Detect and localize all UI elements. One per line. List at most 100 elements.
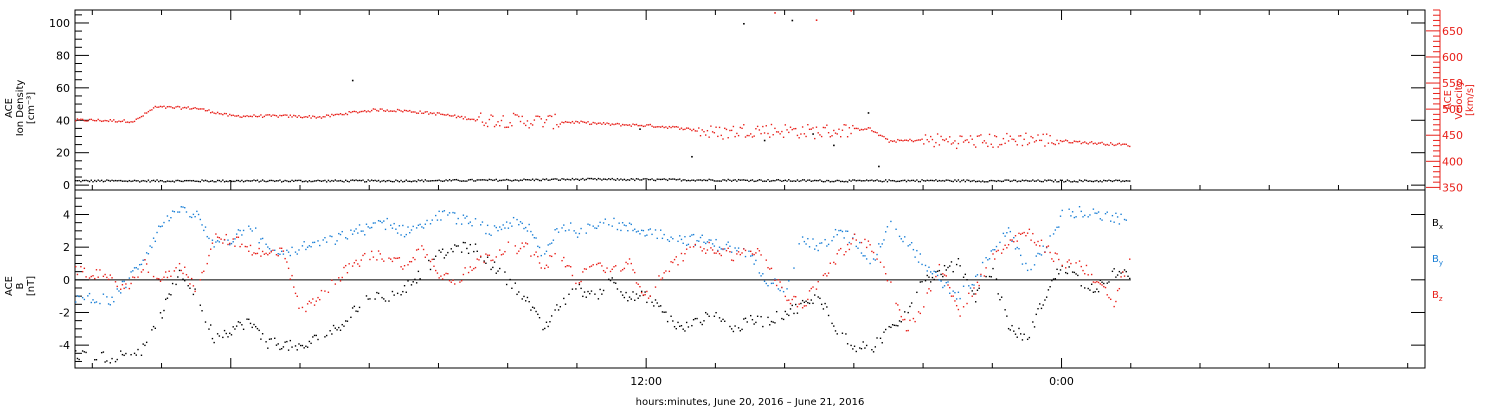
density-point [961,179,963,182]
bx-point [685,321,688,324]
bz-point [1122,271,1124,273]
by-point [685,244,688,246]
velocity-point [715,126,717,128]
bz-point [810,287,812,290]
density-point [668,178,671,180]
velocity-point [478,116,480,118]
bz-point [983,275,986,277]
velocity-point [805,135,807,138]
velocity-point [1082,141,1084,144]
bz-point [206,262,208,265]
velocity-point [1106,143,1108,146]
bx-point [789,308,792,310]
density-point [125,180,127,182]
by-point [194,215,196,218]
velocity-point [810,128,812,130]
density-point [519,179,522,181]
density-point [142,179,144,182]
density-point [805,180,807,183]
bz-point [216,236,219,238]
bz-point [450,281,452,283]
density-point [435,179,437,182]
velocity-point [876,132,878,134]
bx-point [95,358,98,361]
velocity-point [208,109,210,111]
bz-point [570,266,572,268]
bx-point [1094,291,1096,293]
velocity-point [447,113,449,116]
bz-point [798,303,800,305]
velocity-point [1110,142,1112,144]
bx-point [1075,273,1077,275]
velocity-point [462,118,465,120]
density-point [831,180,833,183]
density-point [751,179,754,181]
velocity-point [149,109,151,112]
velocity-point [824,126,826,129]
density-point [1033,180,1036,182]
by-point [338,232,340,235]
bx-point [971,290,973,292]
by-point [647,229,650,231]
velocity-point [923,143,925,145]
bx-point [234,328,236,330]
velocity-point [703,130,705,133]
velocity-point [139,116,141,119]
density-spike-point [691,155,693,158]
density-point [646,178,648,180]
bx-point [313,334,316,337]
density-point [834,180,837,182]
bz-point [244,245,247,248]
by-point [642,229,645,232]
bz-point [1021,232,1024,235]
bz-point [727,247,729,250]
bx-point [440,251,442,253]
bx-point [1014,333,1017,335]
by-point [464,217,466,219]
density-spike-point [639,128,641,130]
density-point [203,180,205,182]
bx-point [384,300,387,302]
density-point [1099,180,1102,182]
bx-point [846,343,849,345]
density-point [615,179,617,181]
by-point [173,210,176,213]
by-point [329,235,331,237]
bz-point [355,259,357,262]
bz-point [827,272,830,274]
velocity-point [189,108,191,110]
by-point [682,242,684,244]
by-point [125,286,127,289]
density-point [469,178,472,181]
bz-point [846,243,849,246]
bz-point [362,254,364,257]
bz-point [1094,281,1096,284]
velocity-point [701,129,703,131]
bx-point [435,255,437,257]
by-point [999,241,1001,244]
velocity-point [829,136,832,138]
bz-point [582,271,584,273]
bx-point [680,324,683,327]
bz-point [293,286,295,288]
velocity-point [87,120,89,122]
bz-point [1018,232,1020,235]
density-point [118,179,120,182]
by-point [192,213,195,216]
bz-point [327,291,330,293]
velocity-point [1021,144,1024,147]
bx-point [351,307,354,309]
bx-point [1106,282,1108,284]
by-point [640,229,643,232]
by-point [862,255,864,257]
velocity-point [895,141,897,143]
density-point [313,180,316,182]
velocity-point [1028,142,1031,144]
density-point [753,180,755,183]
by-point [365,223,368,225]
bx-point [940,273,942,276]
bx-point [684,330,686,332]
bx-point [824,302,826,305]
bz-point [907,329,909,332]
by-point [654,229,657,231]
